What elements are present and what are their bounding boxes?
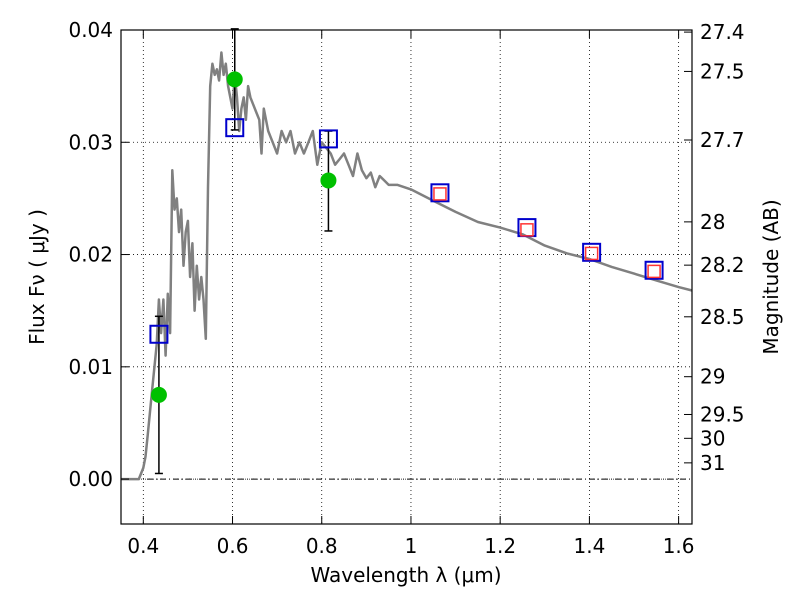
y2-tick-label: 31 bbox=[700, 451, 725, 475]
sed-line bbox=[121, 51, 693, 481]
y2-tick-label: 29 bbox=[700, 365, 725, 389]
model-flux-square bbox=[149, 324, 169, 344]
x-tick-label: 1 bbox=[405, 534, 418, 558]
model-flux-square bbox=[582, 242, 602, 262]
observed-flux-point bbox=[150, 386, 167, 403]
y2-tick-label: 29.5 bbox=[700, 402, 745, 426]
x-axis: 0.4 0.6 0.8 1 1.2 1.4 1.6 bbox=[127, 30, 695, 558]
x-tick-label: 1.6 bbox=[663, 534, 695, 558]
y2-tick-label: 27.7 bbox=[700, 128, 745, 152]
model-flux-square bbox=[225, 118, 245, 138]
model-flux-square-inner bbox=[520, 223, 534, 237]
y-tick-label: 0.01 bbox=[68, 355, 113, 379]
x-tick-label: 0.4 bbox=[127, 534, 159, 558]
y-tick-label: 0.04 bbox=[68, 18, 113, 42]
plot-frame bbox=[120, 29, 693, 525]
y2-tick-label: 28 bbox=[700, 210, 725, 234]
y2-axis-label: Magnitude (AB) bbox=[759, 199, 783, 354]
y-axis-label: Flux Fν ( μJy ) bbox=[25, 209, 49, 345]
observed-flux-point bbox=[320, 172, 337, 189]
y2-tick-label: 30 bbox=[700, 426, 725, 450]
model-flux-square bbox=[430, 183, 450, 203]
y-tick-label: 0.00 bbox=[68, 467, 113, 491]
y-tick-label: 0.03 bbox=[68, 130, 113, 154]
observed-flux-point bbox=[226, 71, 243, 88]
model-flux-square-inner bbox=[433, 187, 447, 201]
y2-tick-label: 27.4 bbox=[700, 20, 745, 44]
data-markers bbox=[149, 71, 664, 403]
y-tick-label: 0.02 bbox=[68, 243, 113, 267]
model-flux-square bbox=[644, 260, 664, 280]
y-axis: 0.00 0.01 0.02 0.03 0.04 bbox=[68, 18, 129, 491]
x-tick-label: 0.6 bbox=[217, 534, 249, 558]
model-flux-square-inner bbox=[584, 246, 599, 261]
x-tick-label: 1.4 bbox=[573, 534, 605, 558]
model-sed-curve bbox=[121, 51, 693, 481]
x-tick-label: 1.2 bbox=[484, 534, 516, 558]
model-flux-square-inner bbox=[647, 264, 661, 279]
y2-tick-label: 28.5 bbox=[700, 305, 745, 329]
y2-tick-label: 27.5 bbox=[700, 59, 745, 83]
x-axis-label: Wavelength λ (μm) bbox=[310, 563, 501, 587]
x-tick-label: 0.8 bbox=[306, 534, 338, 558]
model-flux-square bbox=[318, 129, 338, 149]
y2-tick-label: 28.2 bbox=[700, 253, 745, 277]
plot-background bbox=[121, 30, 692, 524]
